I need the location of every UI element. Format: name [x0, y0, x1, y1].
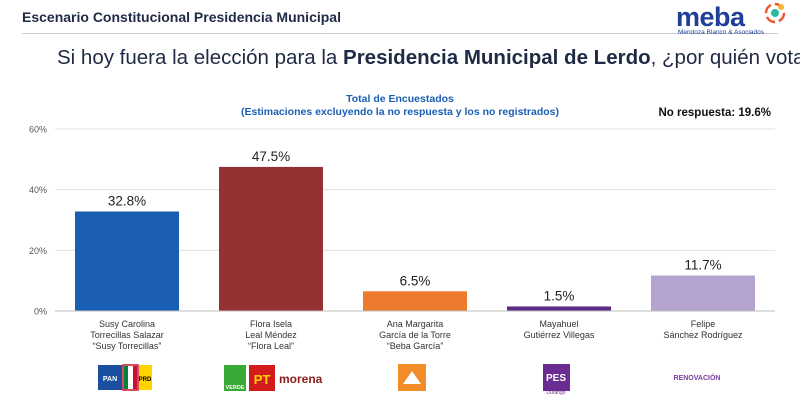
- data-label: 6.5%: [400, 273, 431, 288]
- bar: [507, 306, 611, 311]
- renovacion-logo: RENOVACIÓN: [674, 373, 721, 382]
- meba-logo: meba Mendoza Blanco & Asociados: [676, 2, 788, 38]
- y-tick-label: 40%: [29, 185, 47, 195]
- data-label: 32.8%: [108, 194, 146, 209]
- x-category-label: Susy Carolina: [99, 319, 155, 329]
- x-category-label: Felipe: [691, 319, 716, 329]
- x-category-label: “Susy Torrecillas”: [93, 341, 162, 351]
- x-category-label: “Flora Leal”: [248, 341, 294, 351]
- bar: [219, 166, 323, 311]
- pes-logo: PES Durango: [543, 364, 570, 396]
- no-response-label: No respuesta: 19.6%: [658, 107, 772, 119]
- y-tick-label: 20%: [29, 246, 47, 256]
- movimiento-ciudadano-logo: [398, 364, 426, 391]
- x-category-label: Mayahuel: [539, 319, 578, 329]
- bar: [651, 275, 755, 311]
- header-title: Escenario Constitucional Presidencia Mun…: [22, 9, 341, 25]
- y-tick-label: 0%: [34, 307, 47, 317]
- chart-subtitle: (Estimaciones excluyendo la no respuesta…: [240, 106, 559, 118]
- svg-text:PT: PT: [254, 372, 271, 387]
- survey-question: Si hoy fuera la elección para la Preside…: [57, 46, 800, 70]
- logo-wordmark: meba: [676, 2, 745, 32]
- bar: [363, 291, 467, 311]
- y-tick-label: 60%: [29, 125, 47, 135]
- x-category-label: Sánchez Rodríguez: [663, 330, 743, 340]
- x-category-label: Gutiérrez Villegas: [524, 330, 595, 340]
- question-bold: Presidencia Municipal de Lerdo: [343, 46, 651, 69]
- svg-text:PRD: PRD: [139, 377, 152, 383]
- pan-pri-prd-logos: PAN PRD: [98, 364, 152, 391]
- logo-mark-icon: [764, 2, 786, 24]
- bar: [75, 211, 179, 311]
- header-divider: [22, 33, 778, 34]
- question-prefix: Si hoy fuera la elección para la: [57, 46, 344, 69]
- x-category-label: “Beba García”: [387, 341, 444, 351]
- data-label: 11.7%: [684, 258, 721, 273]
- party-logos: PAN PRD VERDE PT morena PES Durango RENO…: [98, 364, 721, 396]
- x-category-label: García de la Torre: [379, 330, 451, 340]
- question-suffix: , ¿por quién votaría?: [650, 46, 800, 69]
- svg-text:VERDE: VERDE: [226, 385, 245, 391]
- svg-text:PAN: PAN: [103, 376, 117, 383]
- verde-pt-morena-logos: VERDE PT morena: [224, 365, 323, 391]
- chart-title: Total de Encuestados: [346, 93, 454, 105]
- x-category-label: Leal Méndez: [245, 330, 297, 340]
- svg-text:PES: PES: [546, 373, 566, 384]
- data-label: 1.5%: [544, 288, 575, 303]
- svg-text:Durango: Durango: [546, 390, 565, 396]
- svg-text:morena: morena: [279, 372, 323, 386]
- data-label: 47.5%: [252, 149, 290, 164]
- logo-subtitle: Mendoza Blanco & Asociados: [678, 29, 764, 36]
- svg-text:RENOVACIÓN: RENOVACIÓN: [674, 373, 721, 382]
- x-category-label: Flora Isela: [250, 319, 292, 329]
- x-category-label: Torrecillas Salazar: [90, 330, 164, 340]
- chart-heading: Total de Encuestados (Estimaciones exclu…: [200, 93, 600, 119]
- x-category-label: Ana Margarita: [387, 319, 444, 329]
